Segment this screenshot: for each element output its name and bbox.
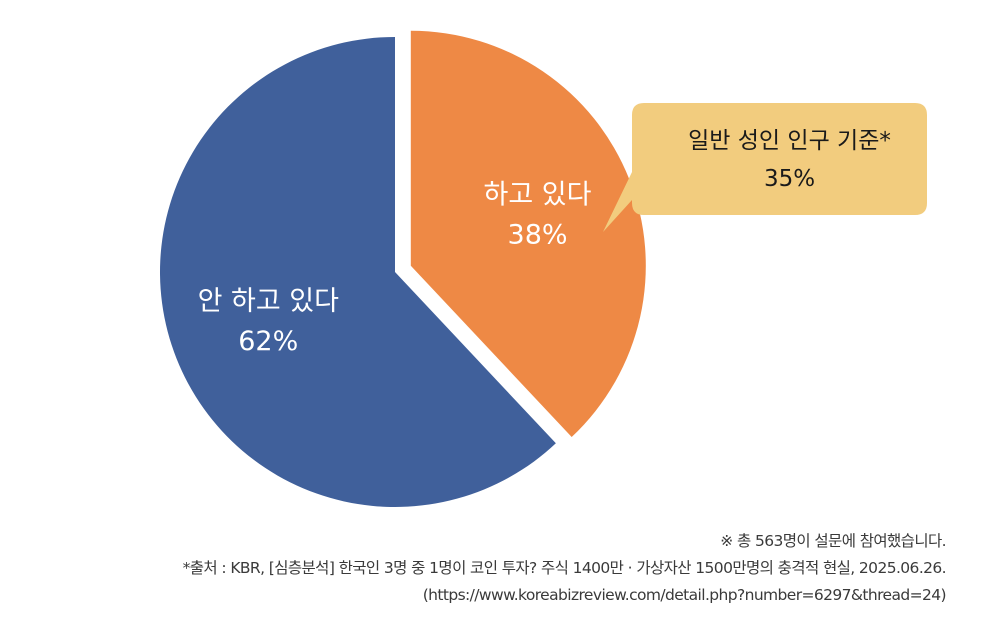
slice-label-2: 안 하고 있다 [198,286,340,317]
source-citation: *출처 : KBR, [심층분석] 한국인 3명 중 1명이 코인 투자? 주식… [182,559,947,577]
pie-slices [160,30,646,507]
callout-value: 35% [764,166,815,192]
callout-title: 일반 성인 인구 기준* [688,128,891,154]
pie-slice-1 [410,30,646,438]
pie-slice-labels: 하고 있다 38% 안 하고 있다 62% [198,180,592,358]
slice-value-2: 62% [238,326,298,357]
callout-bubble: 일반 성인 인구 기준* 35% [603,103,927,232]
footnotes: ※ 총 563명이 설문에 참여했습니다. *출처 : KBR, [심층분석] … [182,528,947,609]
slice-label-1: 하고 있다 [484,180,592,211]
pie-slice-2 [160,37,556,507]
source-url: (https://www.koreabizreview.com/detail.p… [422,586,947,604]
slice-value-1: 38% [508,220,568,251]
survey-note: ※ 총 563명이 설문에 참여했습니다. [720,532,946,550]
callout-shape [603,103,927,232]
